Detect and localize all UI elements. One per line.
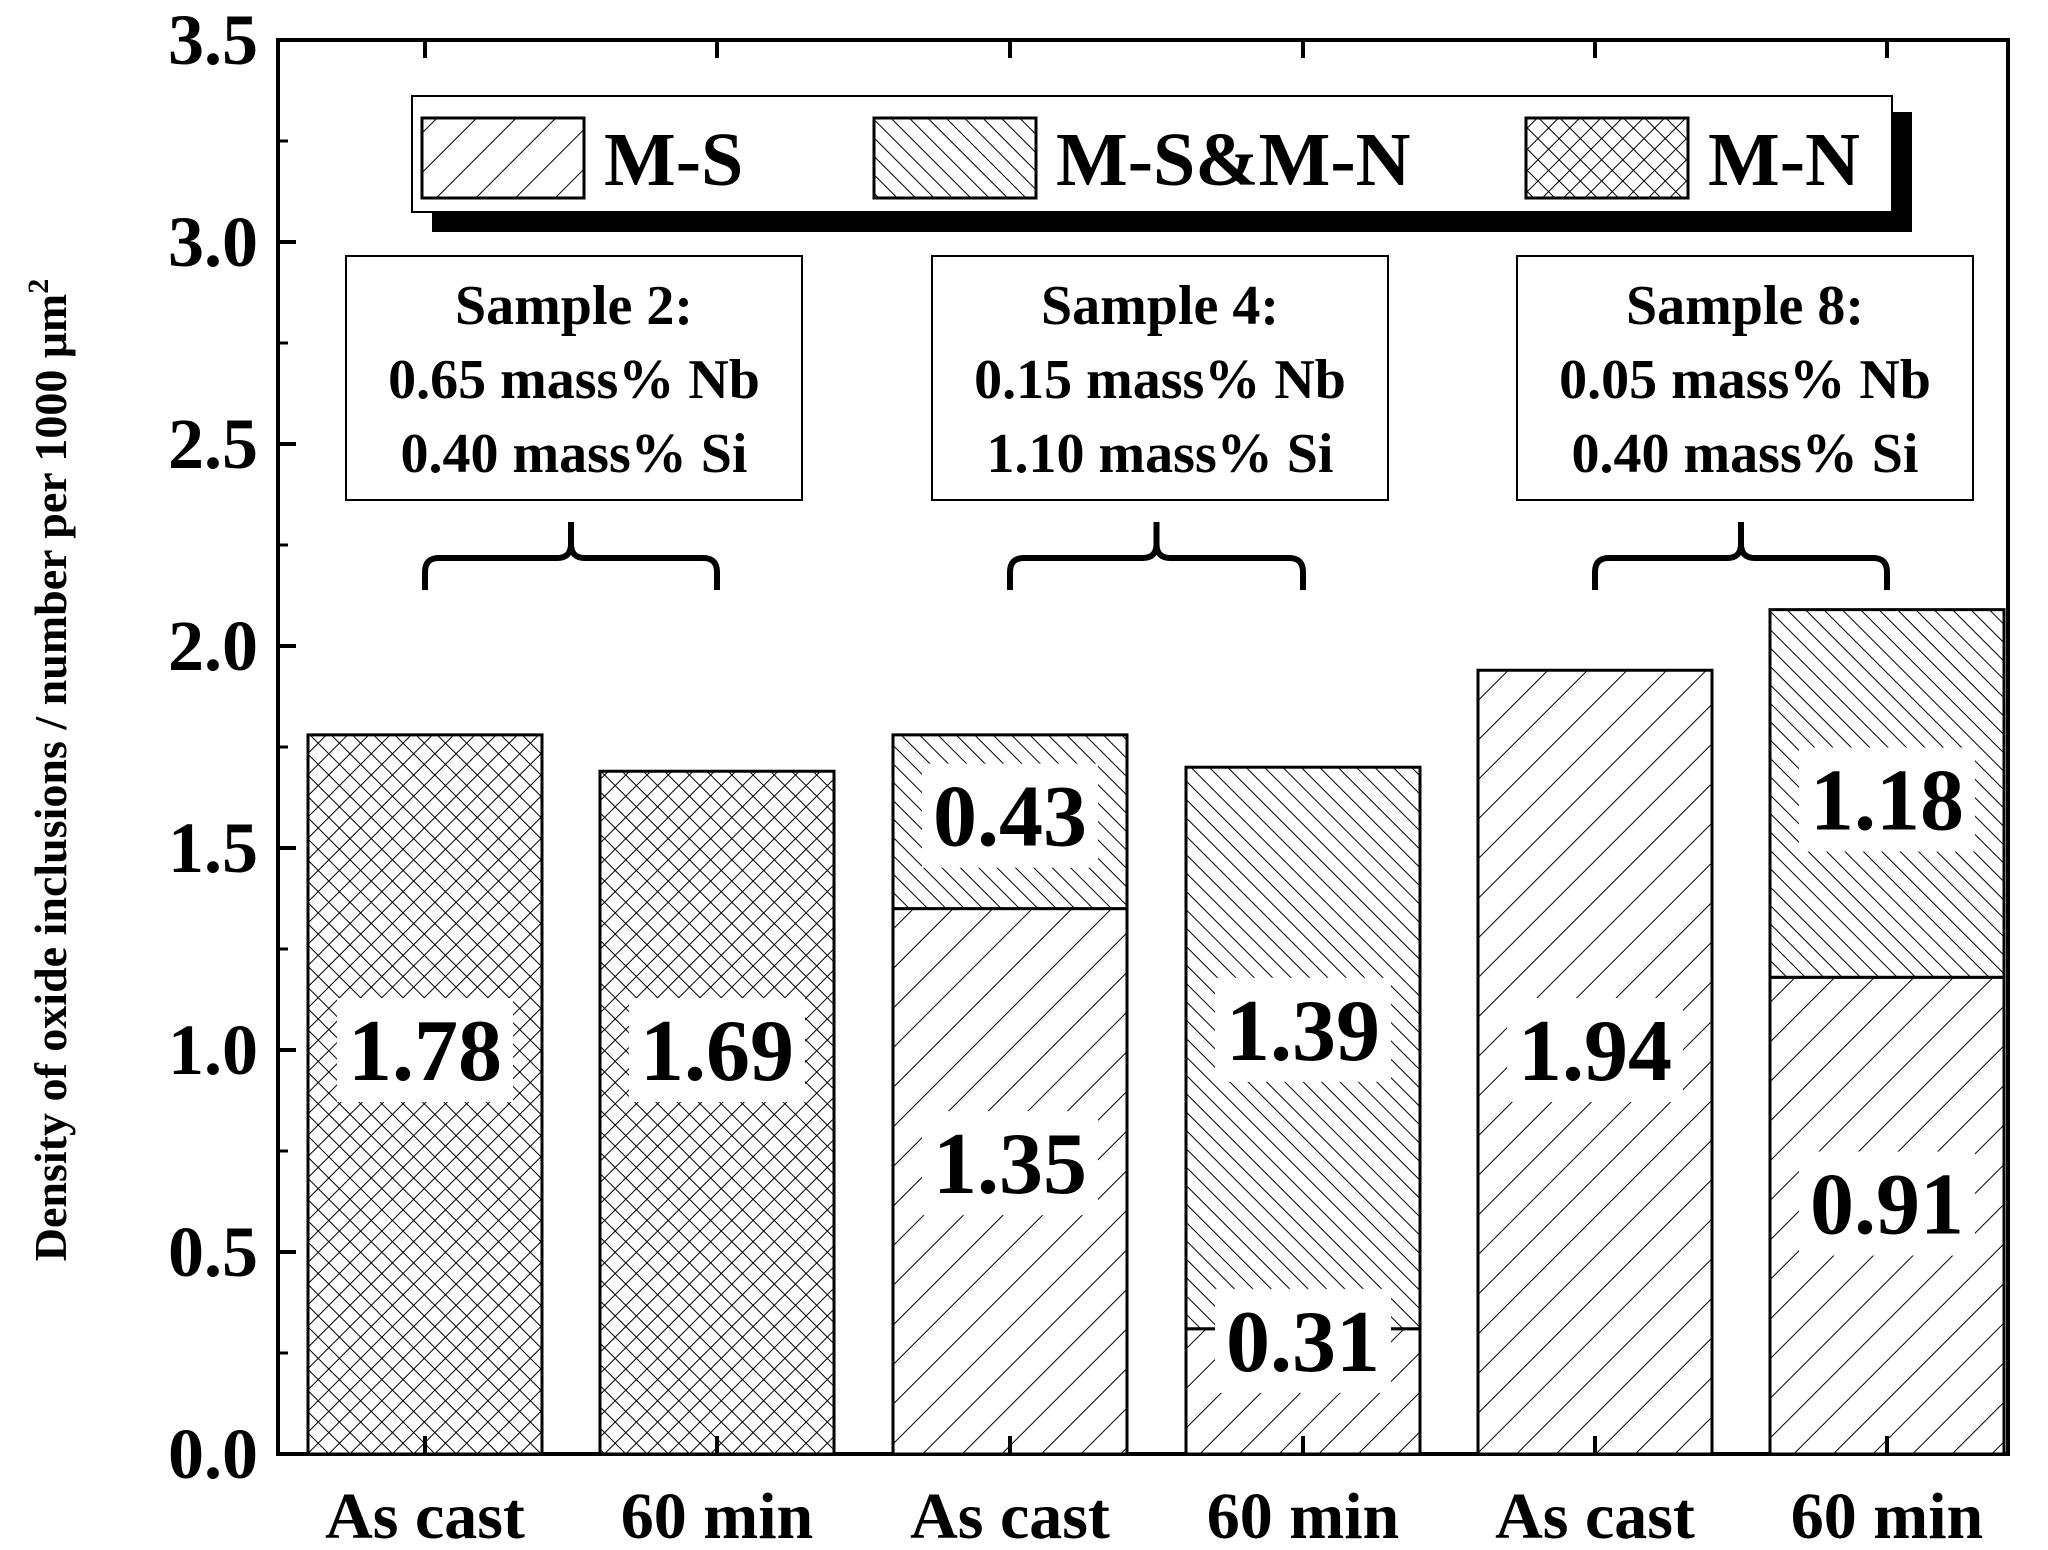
sample-box-line1: 0.65 mass% Nb [388,349,760,411]
legend-label-ms: M-S [604,118,743,202]
legend: M-S M-S&M-N M-N [411,95,1912,232]
y-tick-label: 3.0 [168,202,258,282]
sample-box [931,255,1389,501]
value-label: 1.94 [1518,1003,1672,1100]
sample-box-line2: 0.40 mass% Si [401,423,748,485]
value-label: 1.35 [933,1116,1087,1213]
y-tick-label: 1.0 [168,1010,258,1090]
legend-swatch-ms [420,116,586,200]
value-label: 0.91 [1810,1157,1964,1254]
sample-box-line2: 1.10 mass% Si [987,423,1334,485]
group-brace [1007,522,1306,590]
sample-box-title: Sample 2: [455,275,693,337]
value-label-bg [1215,1288,1391,1393]
x-tick-label: As cast [910,1480,1110,1550]
sample-box-title: Sample 4: [1041,275,1279,337]
y-axis-label: Density of oxide inclusions / number per… [22,279,76,1261]
y-tick-label: 2.5 [168,404,258,484]
value-label: 1.39 [1226,983,1380,1080]
bar-segment-m-n [598,769,836,1456]
x-tick-label: 60 min [621,1480,814,1550]
legend-label-mn: M-N [1708,118,1860,202]
value-label-bg [337,998,513,1102]
value-label: 0.31 [1226,1294,1380,1391]
legend-label-ms-mn: M-S&M-N [1056,118,1411,202]
y-axis: 0.0 0.5 1.0 1.5 2.0 2.5 3.0 3.5 [168,0,296,1494]
y-tick-label: 0.5 [168,1212,258,1292]
value-label-bg [1799,747,1975,852]
y-tick-label: 1.5 [168,808,258,888]
sample-box-line1: 0.05 mass% Nb [1559,349,1931,411]
value-label: 0.43 [933,769,1087,866]
value-label-bg [1507,998,1683,1102]
bars: 1.78 As cast 1.69 60 min 1.35 0.43 As cast 0.31… [306,40,2006,1550]
group-brace [422,522,720,590]
y-tick-label: 3.5 [168,0,258,80]
x-tick-label: 60 min [1791,1480,1984,1550]
group-brace [1592,522,1890,590]
sample-box-line1: 0.15 mass% Nb [974,349,1346,411]
value-label: 1.78 [348,1003,502,1100]
value-label-bg [629,998,805,1102]
value-label-bg [1799,1151,1975,1256]
sample-box [345,255,803,501]
sample-annotations: Sample 2: 0.65 mass% Nb 0.40 mass% Si Sampl… [345,255,1974,590]
value-label-bg [922,1111,1098,1216]
y-tick-label: 0.0 [168,1414,258,1494]
value-label: 1.69 [640,1003,794,1100]
sample-box-line2: 0.40 mass% Si [1572,423,1919,485]
legend-swatch-ms-mn [872,116,1038,200]
value-label-bg [1215,977,1391,1082]
x-tick-label: As cast [325,1480,525,1550]
x-tick-label: As cast [1495,1480,1695,1550]
x-tick-label: 60 min [1207,1480,1400,1550]
legend-swatch-mn [1524,116,1690,200]
sample-box [1516,255,1974,501]
y-tick-label: 2.0 [168,606,258,686]
sample-box-title: Sample 8: [1626,275,1864,337]
value-label: 1.18 [1810,753,1964,850]
value-label-bg [922,763,1098,868]
